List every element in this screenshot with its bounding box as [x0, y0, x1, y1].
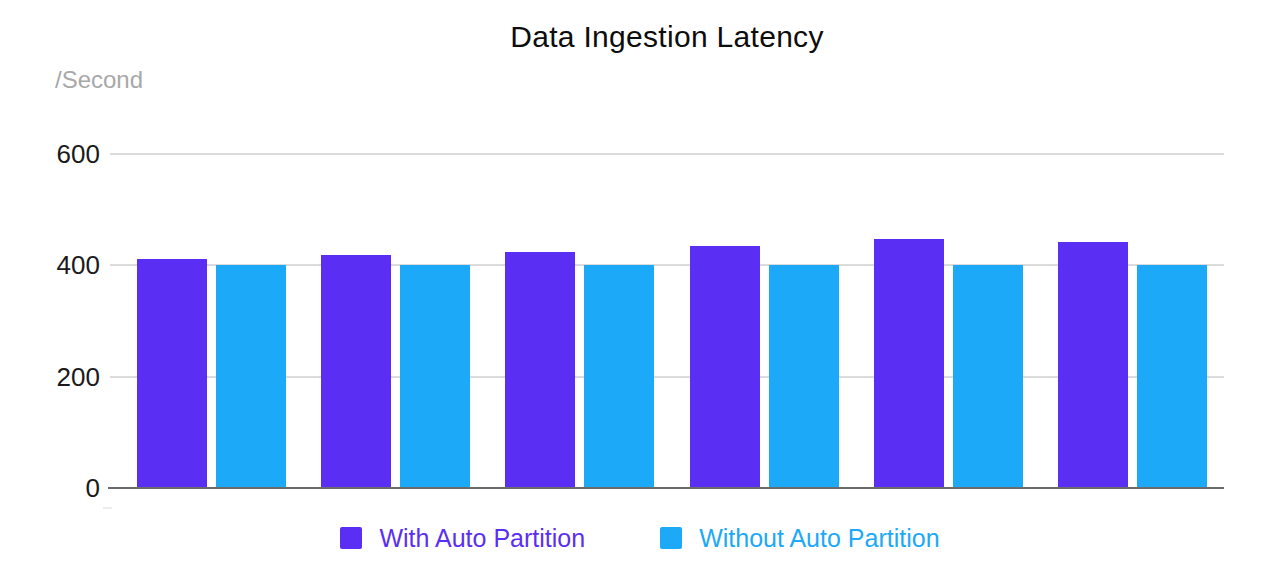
bar-group-5: [874, 239, 1023, 488]
legend-swatch-icon: [340, 527, 362, 549]
bar-group-3: [505, 252, 654, 488]
bar-with-auto-partition-1: [137, 259, 207, 488]
legend: With Auto Partition Without Auto Partitio…: [0, 522, 1280, 554]
chart-canvas: Data Ingestion Latency /Second 0 200 400 60…: [0, 0, 1280, 581]
bar-group-6: [1058, 242, 1207, 488]
bars-layer: [110, 154, 1224, 488]
bar-without-auto-partition-4: [769, 265, 839, 488]
bar-with-auto-partition-5: [874, 239, 944, 488]
x-axis-subtick: [103, 507, 112, 509]
bar-without-auto-partition-5: [953, 265, 1023, 488]
bar-group-4: [690, 246, 839, 488]
bar-group-2: [321, 255, 470, 488]
plot-area: [110, 154, 1224, 488]
legend-item-with-auto-partition: With Auto Partition: [340, 524, 585, 553]
bar-without-auto-partition-6: [1137, 265, 1207, 488]
bar-without-auto-partition-1: [216, 265, 286, 488]
y-tick-label-400: 400: [0, 250, 100, 281]
legend-swatch-icon: [660, 527, 682, 549]
chart-title: Data Ingestion Latency: [110, 20, 1224, 54]
y-tick-label-0: 0: [0, 473, 100, 504]
bar-with-auto-partition-2: [321, 255, 391, 488]
bar-with-auto-partition-6: [1058, 242, 1128, 488]
y-axis-unit-label: /Second: [55, 66, 143, 94]
legend-label: Without Auto Partition: [699, 524, 939, 553]
bar-without-auto-partition-3: [584, 265, 654, 488]
x-axis-line: [108, 487, 1224, 489]
bar-group-1: [137, 259, 286, 488]
legend-label: With Auto Partition: [379, 524, 585, 553]
bar-without-auto-partition-2: [400, 265, 470, 488]
y-tick-label-600: 600: [0, 139, 100, 170]
bar-with-auto-partition-3: [505, 252, 575, 488]
bar-with-auto-partition-4: [690, 246, 760, 488]
y-tick-label-200: 200: [0, 361, 100, 392]
legend-item-without-auto-partition: Without Auto Partition: [660, 524, 939, 553]
